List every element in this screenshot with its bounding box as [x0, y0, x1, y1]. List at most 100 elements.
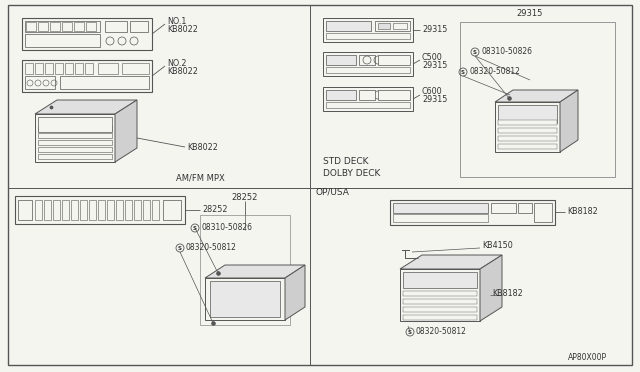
Bar	[134, 200, 141, 220]
Bar	[18, 200, 32, 220]
Text: 28252: 28252	[232, 192, 258, 202]
Text: KB8182: KB8182	[567, 208, 598, 217]
Bar	[35, 63, 43, 74]
Bar	[326, 21, 371, 31]
Bar	[359, 55, 375, 65]
Bar	[125, 200, 132, 220]
Bar	[74, 22, 84, 31]
Bar	[326, 55, 356, 65]
Text: 29315: 29315	[422, 61, 447, 70]
Polygon shape	[495, 90, 578, 102]
Text: 29315: 29315	[422, 96, 447, 105]
Text: S: S	[473, 49, 477, 55]
Bar	[378, 90, 410, 100]
Text: KB8022: KB8022	[187, 142, 218, 151]
Bar	[98, 200, 105, 220]
Bar	[393, 214, 488, 222]
Bar	[378, 55, 410, 65]
Bar	[15, 196, 185, 224]
Text: S: S	[461, 70, 465, 74]
Text: C500: C500	[422, 52, 443, 61]
Bar	[65, 63, 73, 74]
Bar	[393, 203, 488, 213]
Text: S: S	[408, 330, 412, 334]
Bar	[491, 203, 516, 213]
Text: NO.2: NO.2	[167, 60, 186, 68]
Bar	[38, 117, 112, 132]
Bar	[403, 307, 477, 312]
Bar	[35, 200, 42, 220]
Bar	[326, 90, 356, 100]
Text: STD DECK: STD DECK	[323, 157, 369, 167]
Bar	[393, 23, 407, 29]
Bar	[38, 147, 112, 152]
Bar	[378, 23, 390, 29]
Bar	[38, 126, 112, 131]
Bar	[38, 154, 112, 159]
Bar	[495, 102, 560, 152]
Bar	[323, 87, 413, 111]
Bar	[55, 63, 63, 74]
Bar	[75, 63, 83, 74]
Bar	[326, 33, 410, 39]
Bar	[116, 200, 123, 220]
Bar	[105, 21, 127, 32]
Bar	[130, 21, 148, 32]
Bar	[60, 76, 149, 89]
Bar	[403, 272, 477, 288]
Bar	[25, 34, 100, 47]
Text: 08320-50812: 08320-50812	[469, 67, 520, 77]
Text: OP/USA: OP/USA	[315, 187, 349, 196]
Bar	[38, 140, 112, 145]
Polygon shape	[35, 100, 137, 114]
Bar	[85, 63, 93, 74]
Bar	[498, 136, 557, 141]
Bar	[390, 200, 555, 225]
Bar	[38, 22, 48, 31]
Polygon shape	[400, 255, 502, 269]
Bar	[80, 200, 87, 220]
Bar	[26, 22, 36, 31]
Text: KB8022: KB8022	[167, 67, 198, 76]
Bar	[326, 102, 410, 108]
Bar	[200, 215, 290, 325]
Text: NO.1: NO.1	[167, 17, 186, 26]
Text: KB8182: KB8182	[492, 289, 523, 298]
Bar	[38, 133, 112, 138]
Bar	[460, 22, 615, 177]
Polygon shape	[285, 265, 305, 320]
Bar	[122, 63, 149, 74]
Text: 28252: 28252	[202, 205, 227, 215]
Bar	[400, 269, 480, 321]
Text: AM/FM MPX: AM/FM MPX	[176, 173, 225, 183]
Text: S: S	[178, 246, 182, 250]
Text: DOLBY DECK: DOLBY DECK	[323, 169, 380, 177]
Bar	[210, 281, 280, 317]
Bar	[534, 203, 552, 222]
Bar	[35, 114, 115, 162]
Polygon shape	[205, 265, 305, 278]
Bar	[62, 22, 72, 31]
Text: 08310-50826: 08310-50826	[201, 224, 252, 232]
Text: KB8022: KB8022	[167, 25, 198, 33]
Bar	[22, 18, 152, 50]
Bar	[22, 60, 152, 92]
Text: AP80X00P: AP80X00P	[568, 353, 607, 362]
Bar	[498, 144, 557, 149]
Bar	[62, 200, 69, 220]
Bar	[45, 63, 53, 74]
Bar	[498, 120, 557, 125]
Bar	[498, 105, 557, 123]
Text: 08320-50812: 08320-50812	[416, 327, 467, 337]
Bar	[71, 200, 78, 220]
Bar	[86, 22, 96, 31]
Bar	[44, 200, 51, 220]
Text: C600: C600	[422, 87, 443, 96]
Text: 08320-50812: 08320-50812	[186, 244, 237, 253]
Bar	[205, 278, 285, 320]
Text: 08310-50826: 08310-50826	[481, 48, 532, 57]
Text: KB4150: KB4150	[482, 241, 513, 250]
Bar	[403, 315, 477, 320]
Text: 29315: 29315	[517, 9, 543, 17]
Polygon shape	[115, 100, 137, 162]
